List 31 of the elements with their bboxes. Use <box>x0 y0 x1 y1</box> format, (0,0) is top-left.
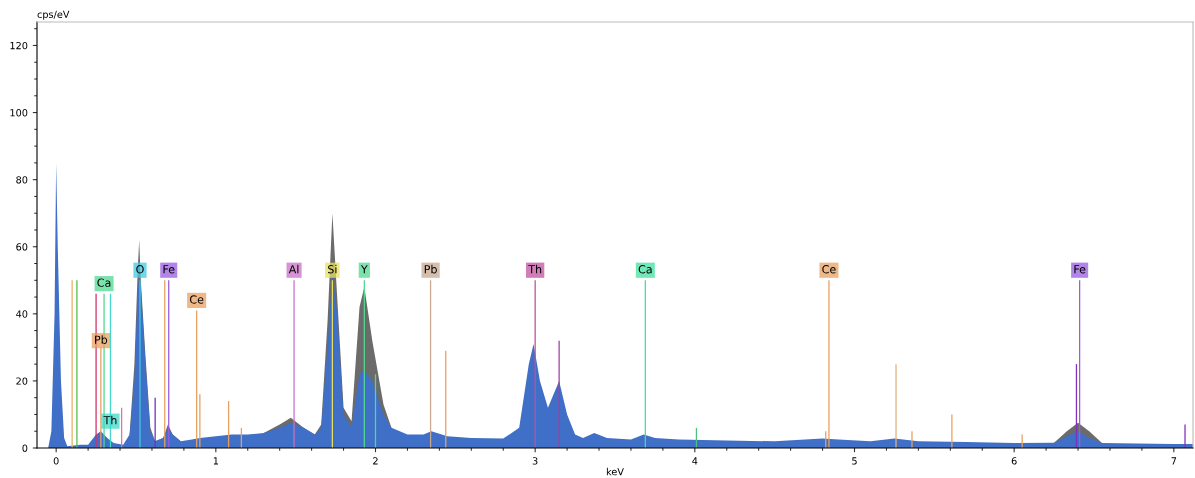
annotation: O <box>136 265 144 274</box>
y-tick-label: 120 <box>10 41 28 50</box>
y-tick-label: 40 <box>16 310 28 318</box>
annotation: Th <box>103 415 117 425</box>
x-tick-label: 1 <box>213 457 219 465</box>
annotation: Al <box>288 264 299 274</box>
annotation: Pb <box>95 335 108 344</box>
y-tick-label: 20 <box>16 377 28 385</box>
annotation: Th <box>528 264 542 274</box>
y-tick-label: 0 <box>22 444 28 452</box>
x-tick-label: 6 <box>1011 457 1017 465</box>
x-tick-label: 4 <box>692 457 698 465</box>
annotation: Fe <box>163 265 175 274</box>
y-tick-label: 60 <box>16 243 28 251</box>
x-tick-label: 2 <box>373 457 378 465</box>
annotation: Ce <box>822 265 836 274</box>
annotation: Si <box>328 264 337 274</box>
y-tick-label: 100 <box>10 109 28 117</box>
x-tick-label: 0 <box>53 457 59 465</box>
x-tick-label: 3 <box>532 457 538 465</box>
x-axis-title: keV <box>606 467 624 476</box>
annotation: Ca <box>638 265 652 274</box>
annotation: Y <box>360 265 368 274</box>
annotation: Fe <box>1074 265 1086 274</box>
y-axis-title: cps/eV <box>37 10 70 20</box>
x-tick-label: 7 <box>1171 457 1177 465</box>
annotation: Ce <box>189 295 204 304</box>
annotation: Ca <box>97 278 111 287</box>
annotation: Pb <box>424 264 437 274</box>
y-tick-label: 80 <box>16 176 28 184</box>
x-tick-label: 5 <box>852 457 857 465</box>
